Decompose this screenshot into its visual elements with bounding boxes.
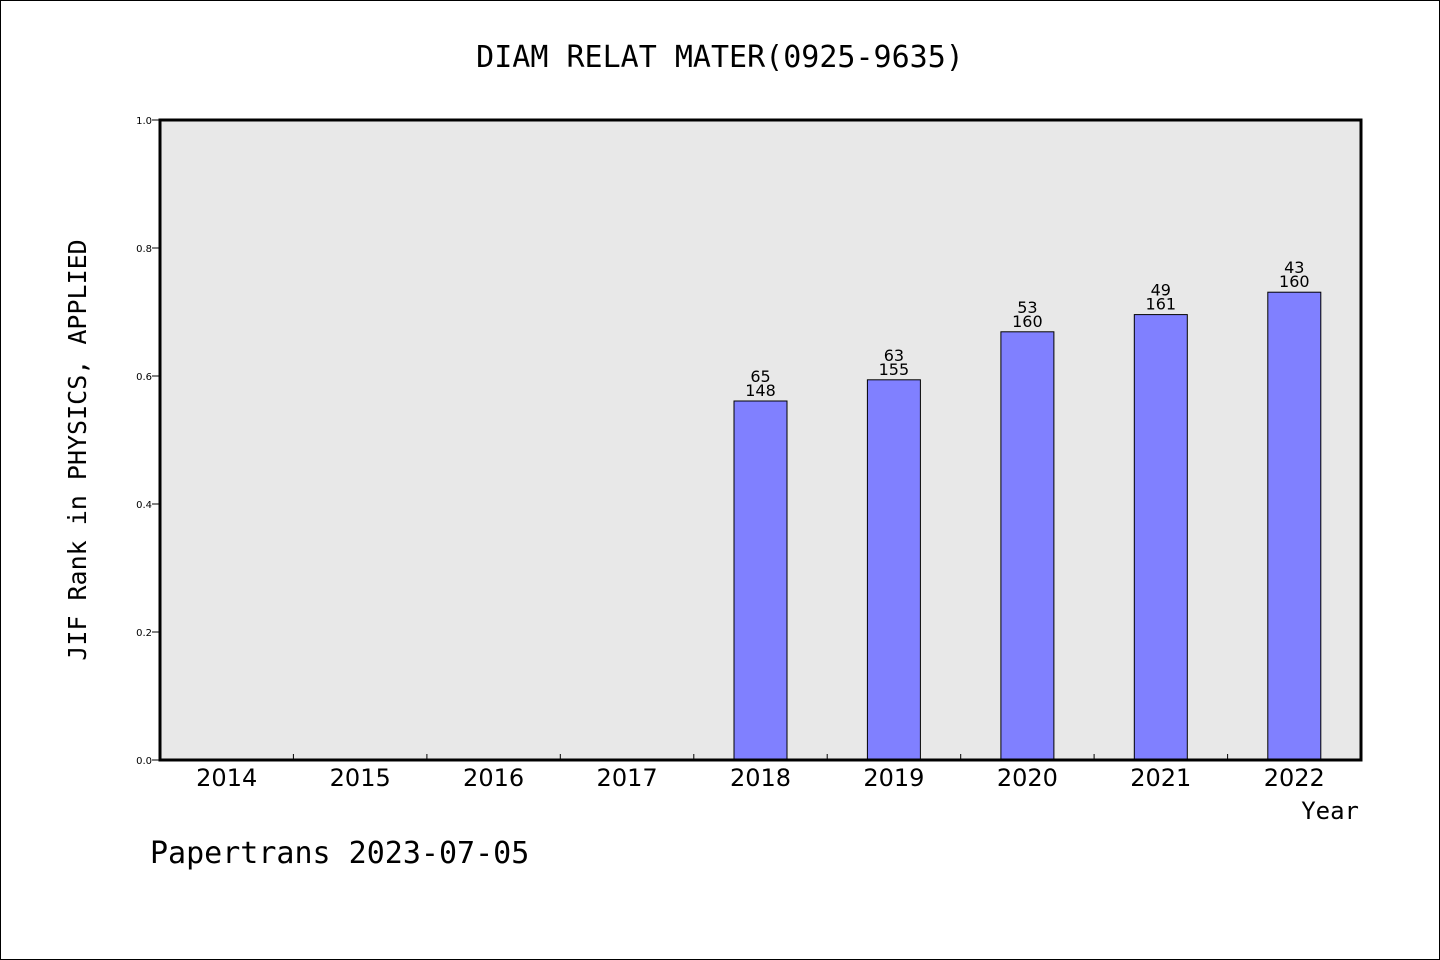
bar-total-label: 160 xyxy=(1012,312,1043,331)
x-tick-label: 2018 xyxy=(730,764,791,792)
bar-rank-label: 63 xyxy=(884,346,904,365)
x-tick-label: 2014 xyxy=(196,764,257,792)
y-tick-label: 0.2 xyxy=(136,628,152,639)
bar-2022 xyxy=(1267,291,1322,761)
bar-2019 xyxy=(866,379,921,761)
bar-total-label: 160 xyxy=(1279,272,1310,291)
y-axis-ticks: 0.0 0.2 0.4 0.6 0.8 1.0 xyxy=(136,116,160,767)
bar-rank-label: 49 xyxy=(1151,281,1171,300)
bar-total-label: 161 xyxy=(1146,295,1177,314)
footer-credit: Papertrans 2023-07-05 xyxy=(150,836,529,871)
bar-2021 xyxy=(1133,314,1188,761)
bar-rank-label: 65 xyxy=(750,367,770,386)
x-tick-label: 2020 xyxy=(997,764,1058,792)
y-tick-label: 0.6 xyxy=(136,372,152,383)
bar-2020 xyxy=(1000,331,1055,761)
x-tick-label: 2015 xyxy=(330,764,391,792)
bar-rank-label: 53 xyxy=(1017,298,1037,317)
bar-rank-label: 43 xyxy=(1284,258,1304,277)
bar-2018 xyxy=(733,400,788,761)
x-axis-ticks: 2014 2015 2016 2017 2018 2019 2020 2021 2022 xyxy=(196,754,1325,792)
bar-total-label: 148 xyxy=(745,381,776,400)
y-tick-label: 0.0 xyxy=(136,756,152,767)
x-tick-label: 2017 xyxy=(597,764,658,792)
y-axis-label: JIF Rank in PHYSICS, APPLIED xyxy=(63,239,92,660)
x-tick-label: 2016 xyxy=(463,764,524,792)
y-tick-label: 0.8 xyxy=(136,244,152,255)
x-tick-label: 2022 xyxy=(1264,764,1325,792)
bar-total-label: 155 xyxy=(879,360,910,379)
bars-group xyxy=(733,291,1322,761)
plot-border xyxy=(158,118,1363,762)
y-tick-label: 0.4 xyxy=(136,500,152,511)
x-tick-label: 2021 xyxy=(1130,764,1191,792)
x-axis-label: Year xyxy=(1301,797,1359,825)
x-tick-label: 2019 xyxy=(863,764,924,792)
y-tick-label: 1.0 xyxy=(136,116,152,127)
chart-title: DIAM RELAT MATER(0925-9635) xyxy=(476,40,964,75)
